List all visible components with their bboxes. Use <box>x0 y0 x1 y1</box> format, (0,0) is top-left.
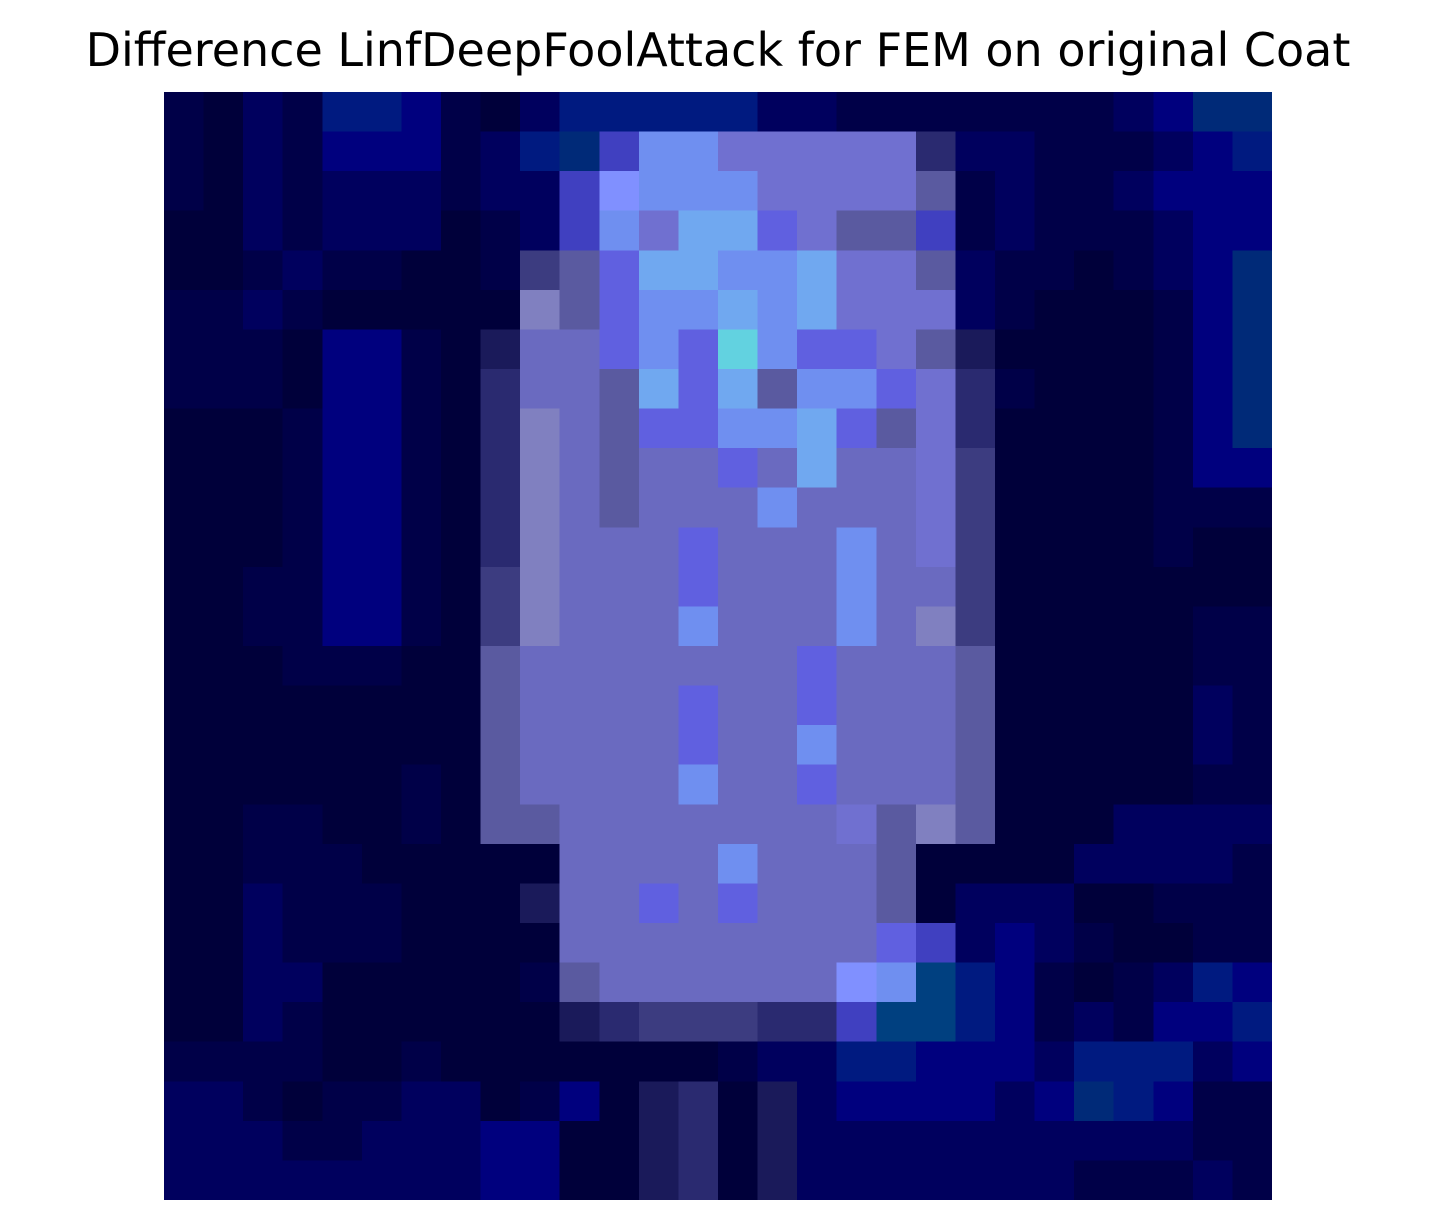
difference-heatmap-image <box>164 92 1272 1200</box>
heatmap-svg <box>164 92 1272 1200</box>
figure-title: Difference LinfDeepFoolAttack for FEM on… <box>85 23 1351 77</box>
